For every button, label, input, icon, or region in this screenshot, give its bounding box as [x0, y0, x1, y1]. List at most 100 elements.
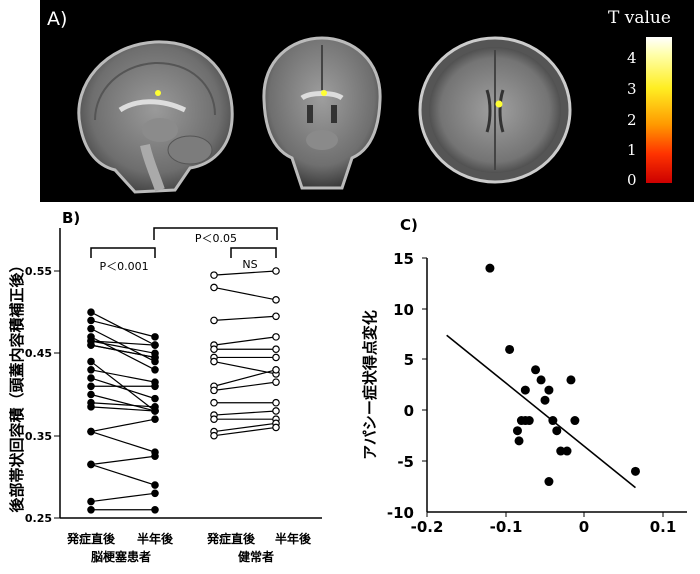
healthy-six-month-point — [272, 365, 280, 374]
scatter-point — [548, 416, 558, 426]
sagittal-brain-slice — [77, 40, 234, 194]
patient-pair-line — [90, 455, 156, 466]
coronal-activation-spot — [321, 90, 327, 96]
scatter-point — [524, 416, 534, 426]
patient-baseline-point — [87, 374, 95, 382]
patient-baseline-point — [87, 316, 95, 325]
c-y-tick-label: 5 — [404, 351, 414, 369]
b-x-tick-label: 発症直後 — [206, 531, 256, 546]
scatter-point — [556, 446, 566, 456]
healthy-pair-line — [213, 336, 277, 346]
healthy-baseline-point — [210, 345, 218, 354]
healthy-six-month-point — [272, 333, 280, 341]
panel-c-label: C) — [400, 216, 418, 234]
scatter-point — [544, 477, 554, 487]
patient-pair-line — [90, 402, 156, 408]
healthy-baseline-point — [210, 357, 218, 366]
b-annotation-healthy: NS — [242, 258, 257, 271]
healthy-six-month-point — [272, 296, 280, 304]
c-y-axis-title: アパシー症状得点変化 — [361, 310, 379, 460]
coronal-brain-slice — [262, 36, 382, 190]
healthy-six-month-point — [272, 353, 280, 362]
patient-six-month-point — [151, 353, 159, 362]
colorbar-tick-1: 1 — [627, 141, 637, 159]
healthy-baseline-point — [210, 386, 218, 395]
sagittal-activation-spot — [155, 90, 161, 96]
patient-six-month-point — [151, 452, 159, 461]
c-x-tick-label: 0.1 — [650, 518, 677, 536]
healthy-six-month-point — [272, 407, 280, 415]
healthy-pair-line — [213, 360, 277, 375]
patient-pair-line — [90, 369, 156, 383]
panel-a-label: A) — [47, 8, 68, 30]
scatter-point — [516, 416, 526, 426]
scatter-point — [512, 426, 522, 436]
axial-brain-slice — [418, 36, 572, 184]
c-y-tick-label: 15 — [393, 250, 414, 268]
colorbar-tick-2: 2 — [627, 111, 637, 129]
healthy-six-month-point — [272, 345, 280, 354]
b-x-tick-label: 発症直後 — [66, 531, 116, 546]
scatter-point — [540, 395, 550, 405]
c-y-tick-label: -5 — [397, 453, 414, 471]
healthy-six-month-point — [272, 378, 280, 386]
patient-six-month-point — [151, 341, 159, 349]
c-x-tick-label: -0.2 — [411, 518, 444, 536]
patient-six-month-point — [151, 481, 159, 489]
healthy-baseline-point — [210, 415, 218, 424]
healthy-pair-line — [213, 426, 277, 437]
b-group-label-patients: 脳梗塞患者 — [91, 549, 151, 564]
b-y-tick-label: 0.25 — [25, 512, 52, 525]
scatter-point — [531, 365, 541, 375]
volume-chart: B) 後部帯状回容積（頭蓋内容積補正後） 0.55 0.45 0.35 0.25… — [8, 209, 322, 564]
healthy-pair-line — [213, 369, 277, 387]
patient-baseline-point — [87, 308, 95, 316]
healthy-baseline-point — [210, 431, 218, 440]
c-x-tick-label: 0 — [579, 518, 589, 536]
patient-baseline-point — [87, 505, 95, 514]
patient-baseline-point — [87, 403, 95, 411]
patient-six-month-point — [151, 365, 159, 374]
patient-baseline-point — [87, 357, 95, 366]
patient-baseline-point — [87, 365, 95, 374]
patient-six-month-point — [151, 333, 159, 341]
healthy-pair-line — [213, 270, 277, 276]
healthy-baseline-point — [210, 316, 218, 325]
patient-six-month-point — [151, 415, 159, 424]
scatter-point — [570, 416, 580, 426]
regression-line — [446, 334, 636, 489]
b-x-tick-label: 半年後 — [137, 531, 174, 546]
patient-pair-line — [90, 328, 156, 363]
b-bracket-patients — [90, 247, 156, 258]
scatter-point — [562, 446, 572, 456]
patient-baseline-point — [87, 460, 95, 469]
colorbar-tick-0: 0 — [627, 171, 637, 189]
patient-baseline-point — [87, 427, 95, 436]
healthy-pair-line — [213, 422, 277, 433]
scatter-point — [485, 263, 495, 273]
scatter-point — [566, 375, 576, 385]
healthy-six-month-point — [272, 423, 280, 432]
patient-pair-line — [90, 463, 156, 486]
brain-images-panel: A) — [40, 0, 694, 202]
b-bracket-healthy — [230, 247, 277, 258]
patient-pair-line — [90, 406, 156, 412]
scatter-point — [544, 385, 554, 395]
healthy-six-month-point — [272, 267, 280, 275]
b-y-tick-label: 0.55 — [25, 265, 52, 278]
patient-pair-line — [90, 377, 156, 400]
patient-six-month-point — [151, 505, 159, 514]
axial-activation-spot — [495, 100, 503, 108]
b-y-tick-label: 0.45 — [25, 347, 52, 360]
c-x-tick-label: -0.1 — [490, 518, 523, 536]
scatter-point — [536, 375, 546, 385]
patient-six-month-point — [151, 382, 159, 391]
patient-pair-line — [90, 430, 156, 453]
patient-six-month-point — [151, 394, 159, 403]
patient-pair-line — [90, 336, 156, 371]
patient-pair-line — [90, 340, 156, 346]
b-x-tick-label: 半年後 — [275, 531, 312, 546]
c-y-tick-label: 0 — [404, 402, 414, 420]
patient-pair-line — [90, 344, 156, 359]
patient-pair-line — [90, 393, 156, 412]
